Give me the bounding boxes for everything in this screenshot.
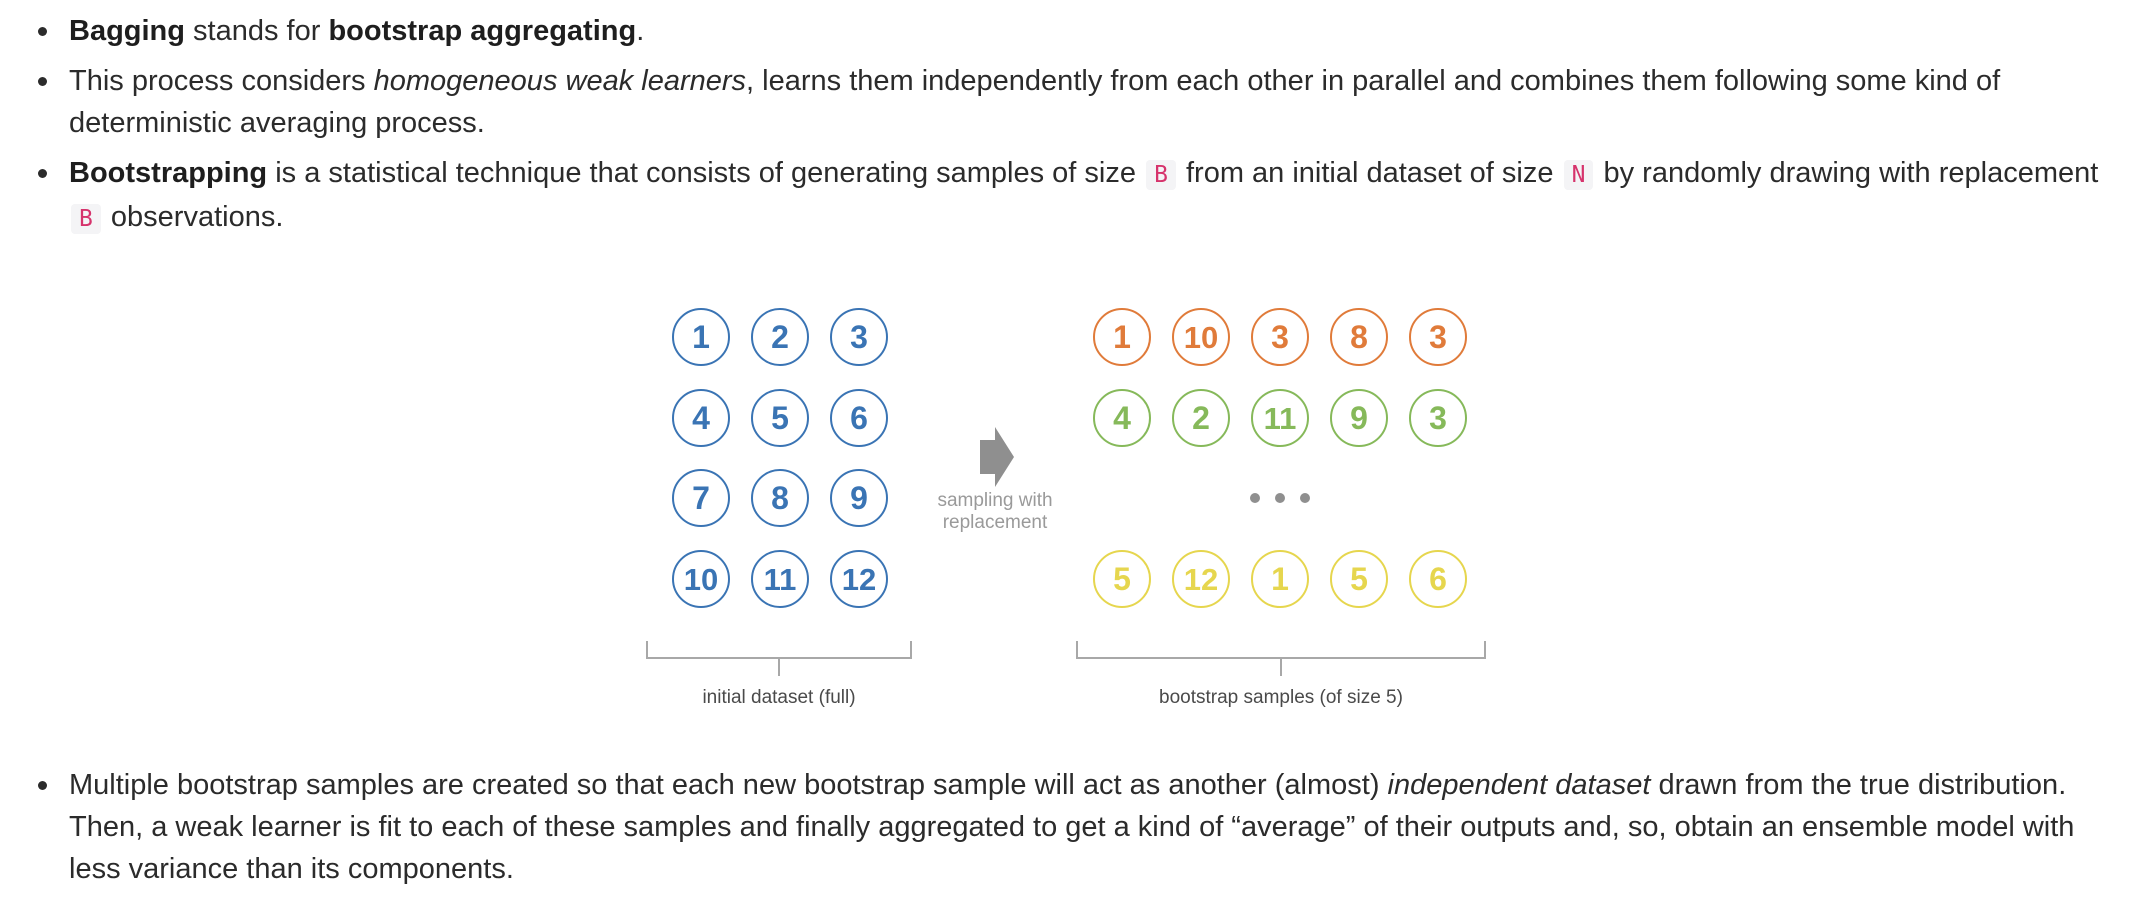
code-n: N: [1563, 160, 1594, 190]
bullet-bootstrapping: Bootstrapping is a statistical technique…: [0, 152, 2148, 240]
ellipsis-dot: [1275, 493, 1285, 503]
bootstrap-sample-circle: [1172, 389, 1230, 447]
initial-sample-circle: [672, 389, 730, 447]
bootstrap-sample-circle-label: 6: [1429, 561, 1447, 597]
bootstrap-sample-circle: [1409, 389, 1467, 447]
bullet-list-top: Bagging stands for bootstrap aggregating…: [0, 10, 2148, 248]
initial-sample-circle-label: 8: [771, 480, 789, 516]
independent-dataset-term: independent dataset: [1387, 769, 1651, 801]
bootstrap-sample-circle-label: 2: [1192, 400, 1210, 436]
bootstrap-sample-circle-label: 3: [1429, 319, 1447, 355]
initial-sample-circle-label: 11: [764, 562, 797, 597]
text-span: drawn from the true distribution. Then, …: [69, 769, 2075, 885]
initial-sample-circle-label: 1: [692, 319, 710, 355]
initial-sample-circle: [672, 550, 730, 608]
initial-sample-circle: [751, 550, 809, 608]
text-span: .: [636, 15, 645, 47]
bootstrap-sample-circle: [1330, 308, 1388, 366]
bootstrapping-term: Bootstrapping: [69, 157, 268, 189]
arrow-icon: [980, 427, 1014, 487]
text-span: by randomly drawing with replacement: [1595, 157, 2099, 189]
bootstrap-sample-circle: [1093, 550, 1151, 608]
text-span: stands for: [185, 15, 329, 47]
bootstrap-sample-circle: [1251, 308, 1309, 366]
code-b: B: [71, 204, 101, 234]
initial-sample-circle: [830, 389, 888, 447]
initial-sample-circle: [672, 308, 730, 366]
initial-sample-circle: [751, 469, 809, 527]
initial-sample-circle-label: 12: [842, 562, 876, 597]
bootstrap-aggregating-term: bootstrap aggregating: [328, 15, 637, 47]
initial-sample-circle: [751, 389, 809, 447]
bullet-multiple-samples: Multiple bootstrap samples are created s…: [0, 764, 2148, 890]
text-span: is a statistical technique that consists…: [267, 157, 1145, 189]
text-span: Multiple bootstrap samples are created s…: [69, 769, 1388, 801]
bootstrap-sample-circle: [1093, 389, 1151, 447]
text-span: , learns them independently from each ot…: [69, 65, 2001, 139]
initial-sample-circle-label: 7: [692, 480, 710, 516]
initial-sample-circle-label: 9: [850, 480, 868, 516]
bootstrap-sample-circle: [1093, 308, 1151, 366]
homogeneous-weak-learners-term: homogeneous weak learners: [373, 65, 747, 97]
text-span: This process considers: [69, 65, 374, 97]
initial-sample-circle: [751, 308, 809, 366]
arrow-label-line2: replacement: [943, 512, 1048, 533]
bagging-term: Bagging: [69, 15, 185, 47]
initial-sample-circle-label: 2: [771, 319, 789, 355]
text-span: observations.: [102, 201, 284, 233]
initial-sample-circle-label: 10: [684, 562, 718, 597]
bootstrap-sample-circle-label: 9: [1350, 400, 1368, 436]
text-span: from an initial dataset of size: [1177, 157, 1562, 189]
bootstrap-sample-circle-label: 8: [1350, 319, 1368, 355]
bootstrap-samples-label: bootstrap samples (of size 5): [1159, 687, 1403, 708]
bootstrap-sample-circle-label: 1: [1271, 561, 1289, 597]
arrow-label-line1: sampling with: [937, 490, 1052, 511]
bootstrap-sample-circle: [1172, 550, 1230, 608]
ellipsis-dot: [1300, 493, 1310, 503]
ellipsis-dot: [1250, 493, 1260, 503]
bootstrap-sample-circle-label: 3: [1429, 400, 1447, 436]
bootstrap-sample-circle: [1409, 550, 1467, 608]
bootstrap-sample-circle: [1409, 308, 1467, 366]
initial-sample-circle-label: 3: [850, 319, 868, 355]
bullet-list-bottom: Multiple bootstrap samples are created s…: [0, 764, 2148, 890]
bootstrap-sample-circle-label: 10: [1184, 320, 1218, 355]
bullet-process: This process considers homogeneous weak …: [0, 60, 2148, 144]
initial-sample-circle: [830, 308, 888, 366]
initial-dataset-label: initial dataset (full): [702, 687, 855, 708]
bootstrap-sample-circle-label: 1: [1113, 319, 1131, 355]
initial-sample-circle: [830, 550, 888, 608]
bootstrap-samples-bracket: [1076, 641, 1486, 676]
initial-sample-circle-label: 4: [692, 400, 710, 436]
bootstrap-sample-circle-label: 5: [1350, 561, 1368, 597]
initial-sample-circle-label: 6: [850, 400, 868, 436]
initial-dataset-bracket: [646, 641, 912, 676]
bootstrap-sample-circle-label: 11: [1264, 401, 1297, 436]
code-b: B: [1146, 160, 1176, 190]
bootstrap-sample-circle-label: 3: [1271, 319, 1289, 355]
bootstrap-sample-circle: [1330, 389, 1388, 447]
bootstrap-sample-circle: [1172, 308, 1230, 366]
bullet-bagging: Bagging stands for bootstrap aggregating…: [0, 10, 2148, 52]
initial-sample-circle: [672, 469, 730, 527]
initial-sample-circle: [830, 469, 888, 527]
bootstrap-sample-circle-label: 12: [1184, 562, 1218, 597]
bootstrap-sample-circle: [1251, 550, 1309, 608]
bootstrap-sample-circle: [1330, 550, 1388, 608]
bootstrap-sample-circle: [1251, 389, 1309, 447]
bootstrap-sample-circle-label: 4: [1113, 400, 1131, 436]
initial-sample-circle-label: 5: [771, 400, 789, 436]
bootstrap-sample-circle-label: 5: [1113, 561, 1131, 597]
